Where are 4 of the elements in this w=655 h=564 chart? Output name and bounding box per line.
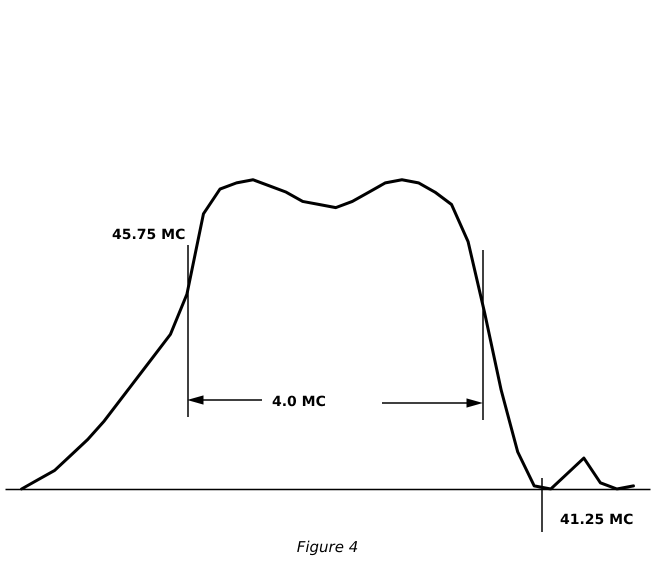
annotation: 4.0 MC [272, 394, 326, 410]
text: 41.25 MC [560, 512, 634, 528]
caption: Figure 4 [296, 538, 360, 556]
annotation: 45.75 MC [112, 227, 186, 243]
